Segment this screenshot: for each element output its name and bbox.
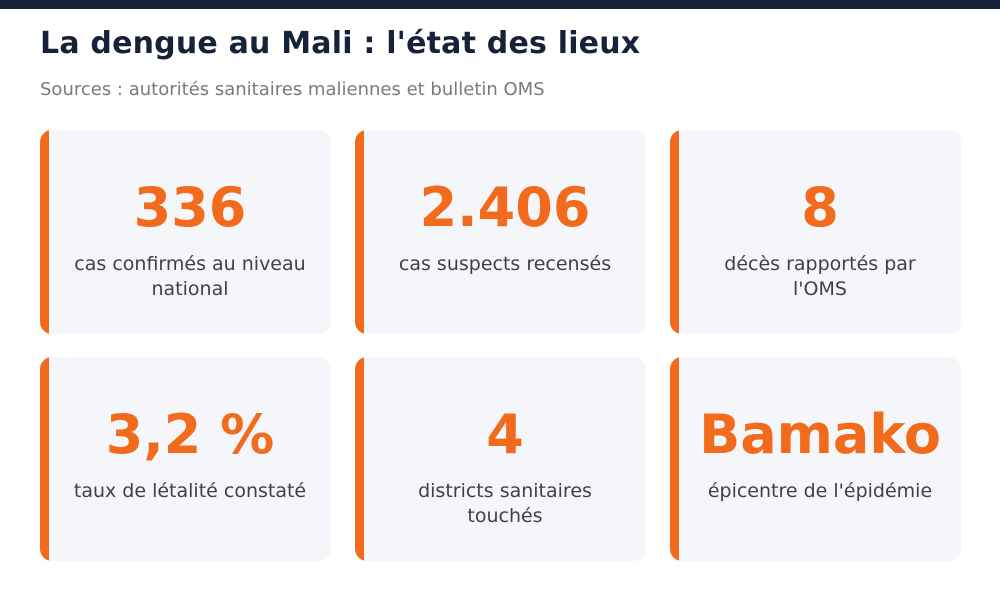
card-accent-bar <box>355 357 364 561</box>
stat-card-fatality-rate: 3,2 % taux de létalité constaté <box>40 357 331 561</box>
card-accent-bar <box>670 130 679 334</box>
stats-grid: 336 cas confirmés au niveau national 2.4… <box>40 130 961 561</box>
card-body: 4 districts sanitaires touchés <box>364 357 646 561</box>
stat-value: 4 <box>486 403 524 466</box>
stat-value: 336 <box>133 176 247 239</box>
stat-label: décès rapportés par l'OMS <box>724 253 916 300</box>
card-body: 2.406 cas suspects recensés <box>364 130 646 334</box>
card-accent-bar <box>40 357 49 561</box>
stat-card-deaths: 8 décès rapportés par l'OMS <box>670 130 961 334</box>
card-body: 3,2 % taux de létalité constaté <box>49 357 331 561</box>
card-accent-bar <box>670 357 679 561</box>
stat-card-districts: 4 districts sanitaires touchés <box>355 357 646 561</box>
stat-card-epicenter: Bamako épicentre de l'épidémie <box>670 357 961 561</box>
card-body: 336 cas confirmés au niveau national <box>49 130 331 334</box>
stat-value: 8 <box>801 176 839 239</box>
stat-label: cas suspects recensés <box>398 253 612 275</box>
card-accent-bar <box>355 130 364 334</box>
stat-value: 3,2 % <box>105 403 275 466</box>
stat-label: cas confirmés au niveau national <box>74 253 306 300</box>
page-subtitle: Sources : autorités sanitaires maliennes… <box>40 79 545 100</box>
stat-label: épicentre de l'épidémie <box>707 480 933 502</box>
stat-label: taux de létalité constaté <box>73 480 307 502</box>
card-body: Bamako épicentre de l'épidémie <box>679 357 961 561</box>
stat-card-confirmed-cases: 336 cas confirmés au niveau national <box>40 130 331 334</box>
page-title: La dengue au Mali : l'état des lieux <box>40 26 641 61</box>
stat-label: districts sanitaires touchés <box>418 480 592 527</box>
card-accent-bar <box>40 130 49 334</box>
stat-card-suspected-cases: 2.406 cas suspects recensés <box>355 130 646 334</box>
card-body: 8 décès rapportés par l'OMS <box>679 130 961 334</box>
stat-value: Bamako <box>699 403 941 466</box>
top-accent-bar <box>0 0 1000 9</box>
stat-value: 2.406 <box>419 176 591 239</box>
